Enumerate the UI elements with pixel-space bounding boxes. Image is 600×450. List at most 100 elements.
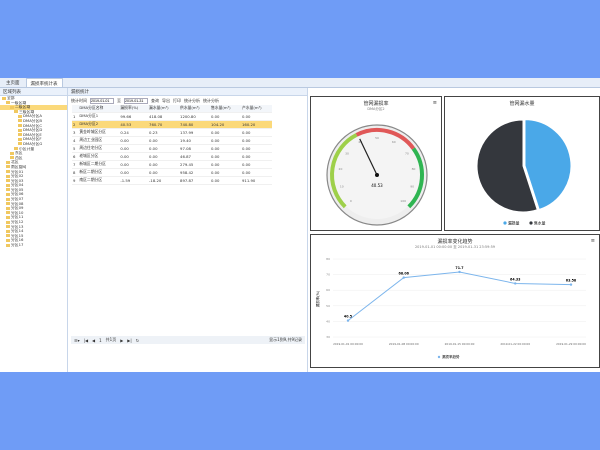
- query-button[interactable]: 查询: [151, 97, 159, 103]
- tree-item[interactable]: 分区09: [0, 206, 67, 211]
- column-header[interactable]: DMA分区名称: [78, 105, 120, 113]
- tree-item[interactable]: DMA分区D: [0, 128, 67, 133]
- analysis-button[interactable]: 统计分析: [184, 97, 200, 103]
- tree-item[interactable]: 分区02: [0, 174, 67, 179]
- folder-icon: [6, 229, 10, 233]
- table-row[interactable]: 4 周边工业园区 0.00 0.00 19.40 0.00 0.00: [72, 136, 272, 145]
- app-window: 主页面 漏损率统计表 区域列表 全部 一级区域 二级区域 三级区域 DMA分区A DMA分…: [0, 78, 600, 372]
- last-page-icon[interactable]: ▶|: [127, 337, 132, 343]
- column-header[interactable]: 漏损率(%): [119, 105, 149, 113]
- folder-icon: [6, 238, 10, 242]
- menu-icon[interactable]: ≡: [432, 100, 437, 106]
- tree-item[interactable]: 分区06: [0, 192, 67, 197]
- tree-item[interactable]: 二级区域: [0, 105, 67, 110]
- tree-item[interactable]: 分区12: [0, 220, 67, 225]
- y-axis-label: 漏损率(%): [315, 290, 320, 307]
- tree-item[interactable]: 分区13: [0, 225, 67, 230]
- table-row[interactable]: 3 黄金岭城区分区 0.24 0.23 137.99 0.00 0.00: [72, 128, 272, 137]
- tree-item[interactable]: 分区08: [0, 202, 67, 207]
- tree-item[interactable]: DMA分区C: [0, 124, 67, 129]
- tree-item[interactable]: DMA分区F: [0, 137, 67, 142]
- prev-page-icon[interactable]: ◀: [92, 337, 96, 343]
- folder-icon: [18, 128, 22, 132]
- first-page-icon[interactable]: |◀: [83, 337, 89, 343]
- table-row[interactable]: 6 老城区分区 0.00 0.00 46.87 0.00 0.00: [72, 152, 272, 161]
- column-header[interactable]: 产水量(m³): [241, 105, 272, 113]
- tree-item[interactable]: 全部: [0, 96, 67, 101]
- folder-icon: [6, 234, 10, 238]
- tree-item[interactable]: 分区14: [0, 229, 67, 234]
- tree-item-label: 小区计量: [19, 146, 35, 151]
- tab-leakage-stats[interactable]: 漏损率统计表: [25, 78, 63, 87]
- tree-item[interactable]: 分区05: [0, 188, 67, 193]
- tree-item[interactable]: 分区11: [0, 215, 67, 220]
- y-tick-label: 80: [326, 257, 330, 261]
- stats-table: DMA分区名称 漏损率(%) 漏水量(m³) 供水量(m³) 售水量(m³) 产水量(m³…: [72, 105, 272, 185]
- legend-marker: [437, 355, 441, 359]
- tree-item[interactable]: DMA分区E: [0, 133, 67, 138]
- column-header[interactable]: 漏水量(m³): [148, 105, 180, 113]
- start-date-input[interactable]: [90, 97, 114, 104]
- export-button[interactable]: 导出: [162, 97, 170, 103]
- tree-item[interactable]: 分区17: [0, 243, 67, 248]
- tree-item-label: DMA分区A: [23, 114, 42, 119]
- charts-panel: 管网漏损率 DMA分区2 ≡ 0 10 20 30 40 50 60 70 80 90 100 40.…: [310, 96, 600, 368]
- tree-item[interactable]: 分区10: [0, 211, 67, 216]
- data-label: 71.7: [455, 266, 464, 270]
- tree-item[interactable]: 北区: [0, 160, 67, 165]
- table-cell: 5: [72, 144, 79, 153]
- region-tree-panel: 区域列表 全部 一级区域 二级区域 三级区域 DMA分区A DMA分区B DMA分区C DMA…: [0, 88, 68, 372]
- folder-icon: [14, 147, 18, 151]
- tree-item[interactable]: 小区计量: [0, 147, 67, 152]
- folder-icon: [2, 96, 6, 100]
- folder-icon: [18, 137, 22, 141]
- menu-icon[interactable]: ≡: [590, 238, 595, 244]
- tab-home[interactable]: 主页面: [6, 81, 20, 86]
- folder-icon: [6, 220, 10, 224]
- tree-item[interactable]: 三级区域: [0, 110, 67, 115]
- table-row[interactable]: 7 新城区二期分区 0.00 0.00 279.45 0.00 0.00: [72, 160, 272, 169]
- folder-icon: [6, 183, 10, 187]
- table-row[interactable]: 8 新区二期分区 0.00 0.00 958.42 0.00 0.00: [72, 168, 272, 177]
- tree-item[interactable]: 分区15: [0, 234, 67, 239]
- tree-item-label: 三级区域: [19, 109, 35, 114]
- refresh-icon[interactable]: ↻: [135, 337, 140, 343]
- pie-slice: [476, 119, 538, 213]
- column-header[interactable]: 供水量(m³): [179, 105, 211, 113]
- tree-item[interactable]: 分区04: [0, 183, 67, 188]
- gauge-tick-label: 60: [392, 140, 396, 144]
- page-input[interactable]: 1: [99, 337, 102, 343]
- tree-item[interactable]: 一级区域: [0, 101, 67, 106]
- gauge-band-green-yellow: [330, 133, 358, 209]
- tree-item-label: DMA分区G: [23, 141, 43, 146]
- table-row[interactable]: 9 南区二期分区 -1.59 -18.20 897.87 0.00 911.90: [72, 176, 272, 185]
- tree-item[interactable]: DMA分区G: [0, 142, 67, 147]
- tree-item[interactable]: 分区01: [0, 170, 67, 175]
- table-row[interactable]: 1 DMA分区1 99.66 418.08 1200.80 0.00 0.00: [72, 112, 272, 121]
- tree-item[interactable]: 分区16: [0, 238, 67, 243]
- page-size-select[interactable]: ☰▾: [74, 337, 80, 343]
- table-cell: 0.00: [119, 144, 149, 153]
- gauge-pivot: [375, 173, 379, 177]
- column-header[interactable]: 售水量(m³): [210, 105, 241, 113]
- table-cell: 0.00: [119, 160, 149, 169]
- end-date-input[interactable]: [124, 97, 148, 104]
- region-tree: 全部 一级区域 二级区域 三级区域 DMA分区A DMA分区B DMA分区C DMA分区D DM…: [0, 96, 67, 248]
- tree-item[interactable]: 东区: [0, 151, 67, 156]
- next-page-icon[interactable]: ▶: [120, 337, 124, 343]
- folder-icon: [10, 105, 14, 109]
- column-header[interactable]: [72, 105, 79, 113]
- tree-item[interactable]: 分区07: [0, 197, 67, 202]
- print-button[interactable]: 打印: [173, 97, 181, 103]
- tree-item[interactable]: DMA分区A: [0, 114, 67, 119]
- tree-item-label: DMA分区B: [23, 118, 42, 123]
- table-row[interactable]: 5 周边住宅分区 0.00 0.00 97.08 0.00 0.00: [72, 144, 272, 153]
- table-row[interactable]: 2 DMA分区2 40.53 760.70 740.80 104.20 160.20: [72, 120, 272, 129]
- tree-item[interactable]: DMA分区B: [0, 119, 67, 124]
- analysis-button-2[interactable]: 统计分析: [203, 97, 219, 103]
- tree-item[interactable]: 西区: [0, 156, 67, 161]
- series-line: [347, 271, 572, 322]
- tree-item[interactable]: 分区03: [0, 179, 67, 184]
- tree-item[interactable]: 南区管网: [0, 165, 67, 170]
- gauge-tick-label: 90: [410, 184, 414, 188]
